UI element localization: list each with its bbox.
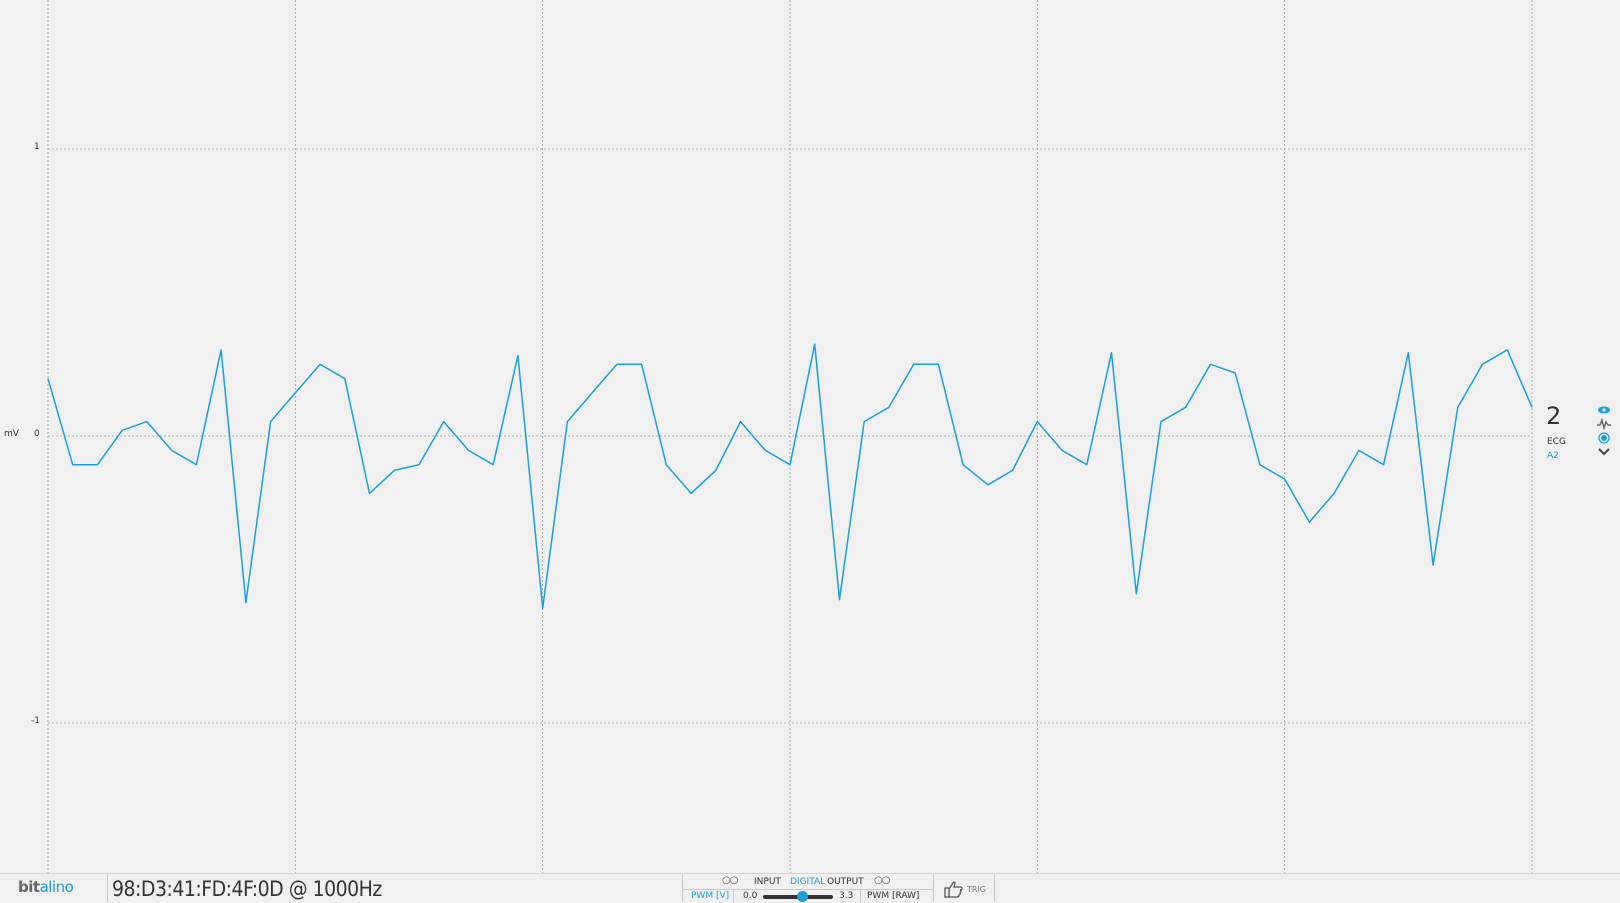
y-tick-label: 1 [34,142,40,152]
record-icon[interactable] [1596,432,1612,444]
eye-icon[interactable] [1596,404,1612,416]
divider [733,890,734,903]
pwm-slider-handle[interactable] [797,891,808,902]
trigger-button[interactable]: TRIG [941,878,991,900]
wave-icon[interactable] [1596,418,1612,430]
footer-bar: bitalino 98:D3:41:FD:4F:0D @ 1000Hz ○○ I… [0,873,1620,903]
input-label: INPUT [754,877,781,887]
divider [860,890,861,903]
channel-port: A2 [1547,451,1559,461]
plot-grid [47,0,1533,873]
output-toggle-icons[interactable]: ○○ [874,875,890,886]
divider [107,874,108,902]
bitalino-logo: bitalino [18,878,74,896]
hand-pointer-icon [944,881,963,898]
channel-type: ECG [1547,437,1566,447]
pwm-volts-label[interactable]: PWM [V] [691,891,730,901]
pwm-max-value: 3.3 [839,891,854,901]
channel-number: 2 [1546,402,1562,430]
pwm-min-value: 0.0 [743,891,758,901]
chevron-down-icon[interactable] [1596,446,1612,458]
input-toggle-icons[interactable]: ○○ [722,875,738,886]
io-panel: ○○ INPUT DIGITAL OUTPUT ○○ PWM [V] 0.0 3… [682,874,934,903]
y-tick-label: 0 [34,429,40,439]
logo-text-bit: bit [18,878,40,896]
logo-text-alino: alino [39,878,74,896]
ecg-trace [47,343,1533,609]
trigger-label: TRIG [967,885,987,894]
signal-plot[interactable]: 1 0 -1 mV [0,0,1620,873]
plot-svg [47,0,1533,873]
channel-panel: 2 ECG A2 [1540,404,1620,464]
output-label: OUTPUT [827,877,864,887]
divider [994,874,995,902]
device-info: 98:D3:41:FD:4F:0D @ 1000Hz [112,877,382,901]
y-unit-label: mV [4,429,19,439]
digital-label: DIGITAL [790,877,826,887]
ecg-series-line [47,343,1533,609]
pwm-raw-label[interactable]: PWM [RAW] [867,891,920,901]
y-tick-label: -1 [31,716,40,726]
